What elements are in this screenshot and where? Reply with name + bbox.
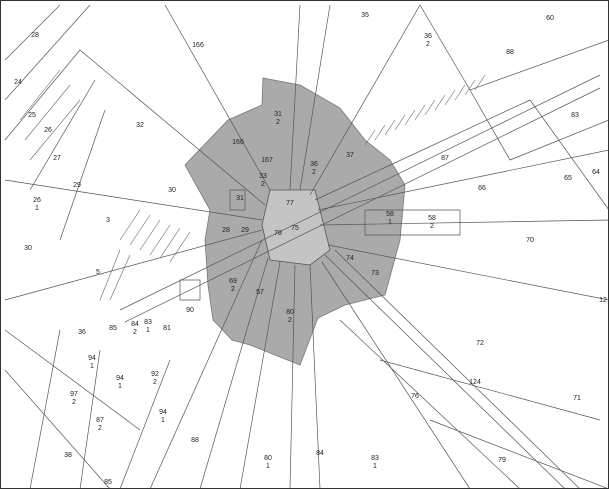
parcel-number: 26	[33, 197, 41, 204]
parcel-subnumber: 2	[426, 41, 430, 48]
parcel-number: 80	[286, 309, 294, 316]
parcel-subnumber: 1	[35, 205, 39, 212]
parcel-number: 58	[428, 215, 436, 222]
parcel-number: 84	[131, 321, 139, 328]
parcel-number: 92	[151, 371, 159, 378]
parcel-number: 81	[163, 325, 171, 332]
parcel-boundaries	[4, 4, 609, 489]
parcel-number: 29	[241, 227, 249, 234]
parcel-number: 58	[386, 211, 394, 218]
parcel-number: 66	[478, 185, 486, 192]
parcel-number: 12	[599, 297, 607, 304]
parcel-subnumber: 1	[373, 463, 377, 470]
parcel-number: 83	[144, 319, 152, 326]
parcel-number: 87	[96, 417, 104, 424]
parcel-subnumber: 2	[72, 399, 76, 406]
parcel-number: 28	[31, 32, 39, 39]
parcel-subnumber: 2	[98, 425, 102, 432]
parcel-number: 90	[186, 307, 194, 314]
parcel-subnumber: 2	[288, 317, 292, 324]
parcel-number: 88	[506, 49, 514, 56]
parcel-subnumber: 1	[146, 327, 150, 334]
parcel-number: 78	[274, 230, 282, 237]
parcel-subnumber: 2	[430, 223, 434, 230]
parcel-number: 97	[70, 391, 78, 398]
parcel-number: 87	[441, 155, 449, 162]
parcel-number: 88	[191, 437, 199, 444]
parcel-number: 37	[346, 152, 354, 159]
parcel-number: 69	[229, 278, 237, 285]
parcel-number: 31	[236, 195, 244, 202]
parcel-number: 28	[222, 227, 230, 234]
parcel-subnumber: 1	[118, 383, 122, 390]
parcel-number: 26	[44, 127, 52, 134]
parcel-subnumber: 2	[133, 329, 137, 336]
parcel-number: 75	[291, 225, 299, 232]
parcel-number: 94	[88, 355, 96, 362]
parcel-number: 31	[274, 111, 282, 118]
strip-parcels	[19, 69, 486, 301]
parcel-number: 32	[136, 122, 144, 129]
parcel-number: 24	[14, 79, 22, 86]
parcel-number: 70	[526, 237, 534, 244]
parcel-number: 36	[78, 329, 86, 336]
parcel-number: 25	[28, 112, 36, 119]
parcel-number: 73	[371, 270, 379, 277]
parcel-number: 30	[168, 187, 176, 194]
parcel-number: 124	[469, 379, 481, 386]
parcel-number: 65	[564, 175, 572, 182]
parcel-number: 83	[371, 455, 379, 462]
parcel-number: 36	[310, 161, 318, 168]
parcel-number: 64	[592, 169, 600, 176]
parcel-number: 30	[24, 245, 32, 252]
parcel-number: 36	[424, 33, 432, 40]
parcel-number: 85	[109, 325, 117, 332]
parcel-subnumber: 2	[153, 379, 157, 386]
parcel-number: 74	[346, 255, 354, 262]
parcel-number: 3	[106, 217, 110, 224]
parcel-subnumber: 1	[161, 417, 165, 424]
parcel-number: 27	[53, 155, 61, 162]
parcel-number: 77	[286, 200, 294, 207]
parcel-number: 166	[192, 42, 204, 49]
parcel-number: 166	[232, 139, 244, 146]
parcel-number: 80	[264, 455, 272, 462]
parcel-subnumber: 1	[266, 463, 270, 470]
parcel-number: 167	[261, 157, 273, 164]
parcel-number: 38	[64, 452, 72, 459]
parcel-subnumber: 2	[276, 119, 280, 126]
parcel-number: 84	[316, 450, 324, 457]
parcel-number: 29	[73, 182, 81, 189]
parcel-subnumber: 2	[261, 181, 265, 188]
parcel-number: 57	[256, 289, 264, 296]
parcel-number: 94	[116, 375, 124, 382]
parcel-number: 72	[476, 340, 484, 347]
parcel-number: 5	[96, 269, 100, 276]
parcel-number: 85	[104, 479, 112, 486]
parcel-subnumber: 2	[312, 169, 316, 176]
parcel-number: 79	[498, 457, 506, 464]
parcel-number: 35	[361, 12, 369, 19]
parcel-number: 71	[573, 395, 581, 402]
parcel-subnumber: 1	[90, 363, 94, 370]
parcel-number: 60	[546, 15, 554, 22]
parcel-number: 94	[159, 409, 167, 416]
parcel-subnumber: 2	[231, 286, 235, 293]
parcel-number: 33	[259, 173, 267, 180]
parcel-number: 83	[571, 112, 579, 119]
parcel-number: 76	[411, 393, 419, 400]
parcel-subnumber: 1	[388, 219, 392, 226]
